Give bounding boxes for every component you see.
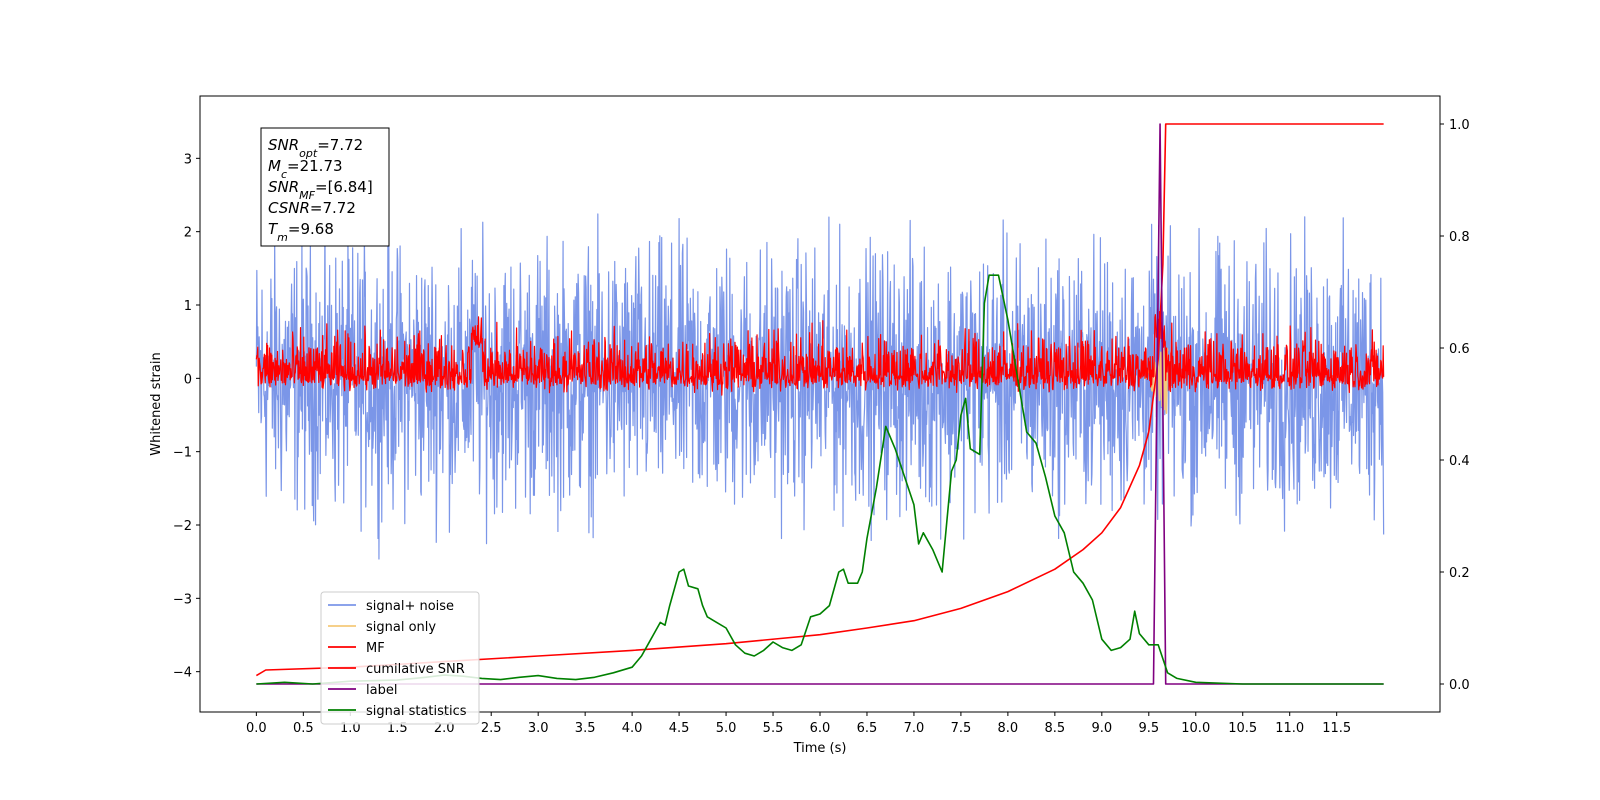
annotation-line: Mc=21.73: [268, 157, 343, 181]
x-tick-label: 3.5: [575, 721, 596, 736]
data-layer: [255, 123, 1385, 685]
legend-frame: [320, 591, 480, 725]
annotation-line: SNRopt=7.72: [268, 136, 363, 160]
y-axis-right: 1.0 0.8 0.6 0.4 0.2 0.0: [1440, 118, 1470, 693]
x-tick-label: 1.0: [340, 721, 361, 736]
series-signal-statistics: [256, 274, 1384, 685]
y-tick-label: −4: [173, 666, 192, 681]
x-tick-label: 9.5: [1138, 721, 1159, 736]
x-tick-label: 8.5: [1045, 721, 1066, 736]
x-tick-label: 9.0: [1091, 721, 1112, 736]
y2-tick-label: 0.4: [1449, 454, 1470, 469]
y-tick-label: 2: [184, 226, 192, 241]
series-cumilative-snr: [255, 123, 1384, 677]
legend-label-label: label: [366, 683, 397, 698]
y-tick-label: 0: [184, 372, 192, 387]
x-tick-label: 10.0: [1181, 721, 1210, 736]
y2-tick-label: 0.2: [1449, 566, 1470, 581]
y-tick-label: −1: [173, 446, 192, 461]
y2-tick-label: 0.0: [1449, 678, 1470, 693]
y-axis-label: Whitened strain: [149, 352, 164, 455]
x-tick-label: 7.0: [904, 721, 925, 736]
y-tick-label: −3: [173, 592, 192, 607]
x-tick-label: 5.5: [763, 721, 784, 736]
y-tick-label: −2: [173, 519, 192, 534]
x-tick-label: 0.5: [293, 721, 314, 736]
x-tick-label: 6.0: [810, 721, 831, 736]
y-tick-label: 1: [184, 299, 192, 314]
y-tick-label: 3: [184, 152, 192, 167]
annotation-line: SNRMF=[6.84]: [268, 178, 373, 202]
annotation-box: SNRopt=7.72Mc=21.73SNRMF=[6.84]CSNR=7.72…: [260, 127, 390, 247]
x-tick-label: 11.5: [1322, 721, 1351, 736]
annotation-frame: [260, 127, 390, 247]
x-tick-label: 11.0: [1275, 721, 1304, 736]
x-axis: 0.0 0.5 1.0 1.5 2.0 2.5 3.0 3.5 4.0 4.5 5.0 5.5 6.0 6…: [246, 712, 1351, 736]
y2-tick-label: 1.0: [1449, 118, 1470, 133]
x-tick-label: 0.0: [246, 721, 267, 736]
series-mf: [255, 308, 1385, 396]
x-tick-label: 10.5: [1228, 721, 1257, 736]
legend-label-cumilative-snr: cumilative SNR: [366, 662, 465, 677]
x-tick-label: 3.0: [528, 721, 549, 736]
annotation-line: Tm=9.68: [268, 220, 334, 244]
annotation-line: CSNR=7.72: [268, 199, 356, 217]
x-axis-label: Time (s): [793, 741, 847, 756]
y-axis-left: 3 2 1 0 −1 −2 −3 −4: [173, 152, 200, 681]
y2-tick-label: 0.6: [1449, 342, 1470, 357]
x-tick-label: 4.0: [622, 721, 643, 736]
y2-tick-label: 0.8: [1449, 230, 1470, 245]
legend: signal+ noise signal only MF cumilative SNR…: [320, 591, 480, 725]
legend-label-signal-only: signal only: [366, 620, 436, 635]
x-tick-label: 2.0: [434, 721, 455, 736]
legend-label-signal-statistics: signal statistics: [366, 704, 467, 719]
x-tick-label: 6.5: [857, 721, 878, 736]
x-tick-label: 5.0: [716, 721, 737, 736]
x-tick-label: 2.5: [481, 721, 502, 736]
x-tick-label: 4.5: [669, 721, 690, 736]
series-signal-noise: [255, 207, 1385, 560]
legend-label-mf: MF: [366, 641, 385, 656]
x-tick-label: 7.5: [951, 721, 972, 736]
x-tick-label: 1.5: [387, 721, 408, 736]
x-tick-label: 8.0: [998, 721, 1019, 736]
legend-label-signal-noise: signal+ noise: [366, 599, 454, 614]
